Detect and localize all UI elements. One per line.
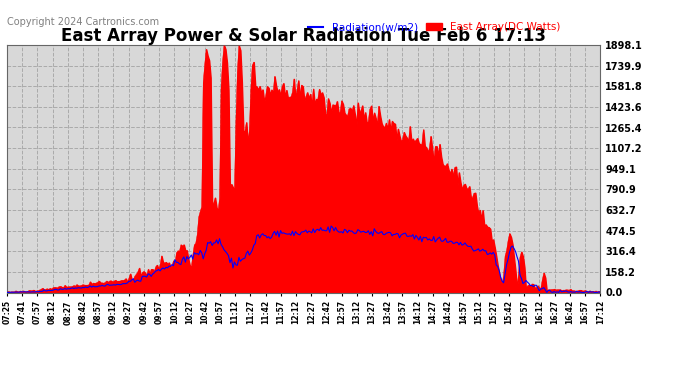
Text: Copyright 2024 Cartronics.com: Copyright 2024 Cartronics.com <box>7 17 159 27</box>
Title: East Array Power & Solar Radiation Tue Feb 6 17:13: East Array Power & Solar Radiation Tue F… <box>61 27 546 45</box>
Legend: Radiation(w/m2), East Array(DC Watts): Radiation(w/m2), East Array(DC Watts) <box>304 18 564 36</box>
